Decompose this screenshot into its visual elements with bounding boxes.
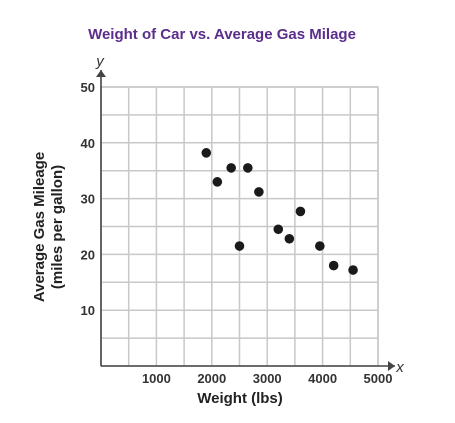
y-axis-label-line1: Average Gas Mileage bbox=[31, 152, 48, 302]
data-point-3 bbox=[234, 241, 245, 251]
data-point-8 bbox=[295, 206, 306, 217]
x-tick-label-3: 4000 bbox=[308, 371, 337, 386]
data-point-10 bbox=[328, 260, 339, 271]
x-tick-label-2: 3000 bbox=[253, 371, 282, 386]
y-tick-label-3: 40 bbox=[81, 136, 95, 151]
data-point-2 bbox=[226, 163, 236, 173]
data-point-7 bbox=[284, 233, 295, 244]
axes bbox=[96, 70, 395, 371]
y-tick-label-2: 30 bbox=[81, 192, 95, 207]
y-tick-label-4: 50 bbox=[81, 80, 95, 95]
data-point-0 bbox=[201, 148, 212, 158]
y-axis-letter: y bbox=[95, 53, 105, 70]
y-axis-arrow-icon bbox=[96, 70, 106, 77]
data-point-4 bbox=[243, 163, 253, 173]
data-point-9 bbox=[315, 241, 325, 251]
grid bbox=[100, 86, 379, 367]
x-tick-label-0: 1000 bbox=[142, 371, 171, 386]
x-tick-label-1: 2000 bbox=[197, 371, 226, 386]
x-axis-letter: x bbox=[395, 359, 404, 376]
data-point-1 bbox=[212, 177, 223, 187]
data-point-6 bbox=[273, 224, 284, 235]
tick-labels: 1000 2000 3000 4000 5000 10 20 30 40 50 bbox=[81, 80, 393, 386]
y-axis-label-line2: (miles per gallon) bbox=[49, 165, 66, 289]
x-tick-label-4: 5000 bbox=[364, 371, 393, 386]
data-point-11 bbox=[348, 265, 358, 275]
data-point-5 bbox=[254, 187, 264, 197]
x-axis-label: Weight (lbs) bbox=[197, 390, 283, 407]
chart-title: Weight of Car vs. Average Gas Milage bbox=[88, 26, 356, 43]
y-tick-label-1: 20 bbox=[81, 247, 95, 262]
y-tick-label-0: 10 bbox=[81, 303, 95, 318]
data-points bbox=[201, 148, 358, 275]
x-axis-arrow-icon bbox=[388, 361, 395, 371]
